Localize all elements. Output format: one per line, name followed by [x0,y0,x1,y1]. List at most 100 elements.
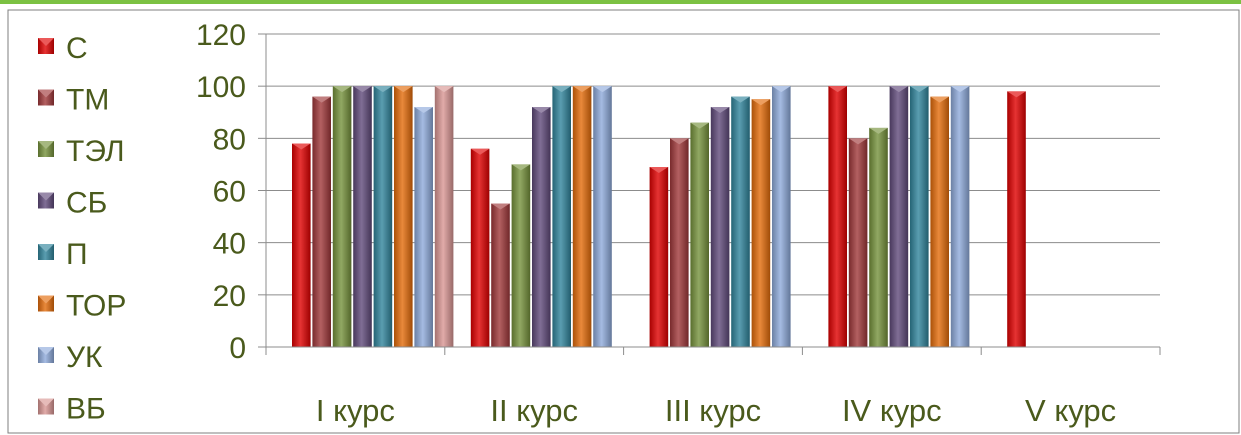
bar-body [491,203,510,347]
legend-item: ТЭЛ [38,135,125,168]
bar-body [414,107,433,348]
bar [593,86,612,348]
bar [828,86,847,348]
bar-body [292,143,311,347]
bar-bevel [434,86,454,93]
bar-body [950,86,970,348]
legend-label: УК [66,341,103,374]
bar-body [848,138,868,347]
legend-item: ВБ [38,393,106,426]
y-tick-label: 0 [229,332,246,365]
bar [394,86,413,348]
bar-body [751,99,771,347]
legend-label: ТМ [66,84,109,117]
bar [889,86,909,348]
x-tick-label: I курс [316,393,395,428]
bar [532,107,551,348]
bar-body [930,96,949,347]
bar-bevel [312,96,331,103]
bar-body [772,86,791,348]
legend-label: ВБ [66,393,106,426]
bar [353,86,372,348]
legend-swatch-bevel [38,398,54,407]
bar-body [889,86,909,348]
bar-bevel [332,86,352,93]
bar-bevel [910,86,929,93]
bar-bevel [552,86,571,93]
bar-bevel [848,138,868,145]
legend-swatch-bevel [38,89,54,98]
x-tick-label: II курс [490,393,578,428]
top-border [0,0,1241,4]
bar-bevel [670,138,689,145]
bar-bevel [649,167,669,174]
legend-swatch-bevel [38,38,54,46]
bar [930,96,949,347]
y-tick-label: 120 [196,19,246,52]
bar [552,86,571,348]
legend-label: СБ [66,187,107,220]
bar-body [731,96,750,347]
bar-bevel [930,96,949,103]
bar [869,127,888,348]
bar [690,122,709,347]
bar [950,86,970,348]
bar [414,107,433,348]
bar [1007,91,1026,347]
bar-bevel [751,99,771,106]
legend: С ТМ ТЭЛ СБ П ТОР УК ВБ [38,32,126,426]
bar [572,86,592,348]
legend-item: УК [38,341,103,374]
bar-bevel [1007,91,1026,98]
bar-body [572,86,592,348]
bar-body [511,164,531,347]
legend-item: С [38,32,88,65]
bar [312,96,331,347]
bar-body [828,86,847,348]
bar-body [332,86,352,348]
bar-body [593,86,612,348]
bar [848,138,868,347]
legend-label: ТЭЛ [66,135,125,168]
bar-body [710,107,730,348]
bar-body [394,86,413,348]
bar-bevel [292,143,311,150]
bar-body [434,86,454,348]
bar-body [670,138,689,347]
bar-bevel [950,86,970,93]
bar-body [353,86,372,348]
legend-swatch-bevel [38,141,54,149]
bar-body [373,86,393,348]
bar-bevel [491,203,510,210]
legend-item: СБ [38,187,107,220]
x-tick-label: V курс [1025,393,1116,428]
bar-bevel [414,107,433,114]
bar [772,86,791,348]
bar [670,138,689,347]
bar-bevel [511,164,531,171]
bar-body [869,127,888,348]
x-tick-label: III курс [665,393,761,428]
bar-body [532,107,551,348]
bar [373,86,393,348]
legend-swatch-bevel [38,295,54,304]
bar-bevel [572,86,592,93]
bar-body [1007,91,1026,347]
bar [731,96,750,347]
bar [910,86,929,348]
bar [470,148,490,347]
bar-bevel [889,86,909,93]
bar-body [312,96,331,347]
x-tick-label: IV курс [842,393,942,428]
legend-label: П [66,238,88,271]
bar-bevel [373,86,393,93]
bar [292,143,311,347]
bar [649,167,669,347]
bar-bevel [593,86,612,93]
bar-bevel [470,148,490,155]
bar-bevel [772,86,791,93]
legend-label: С [66,32,88,65]
bar-bevel [731,96,750,103]
